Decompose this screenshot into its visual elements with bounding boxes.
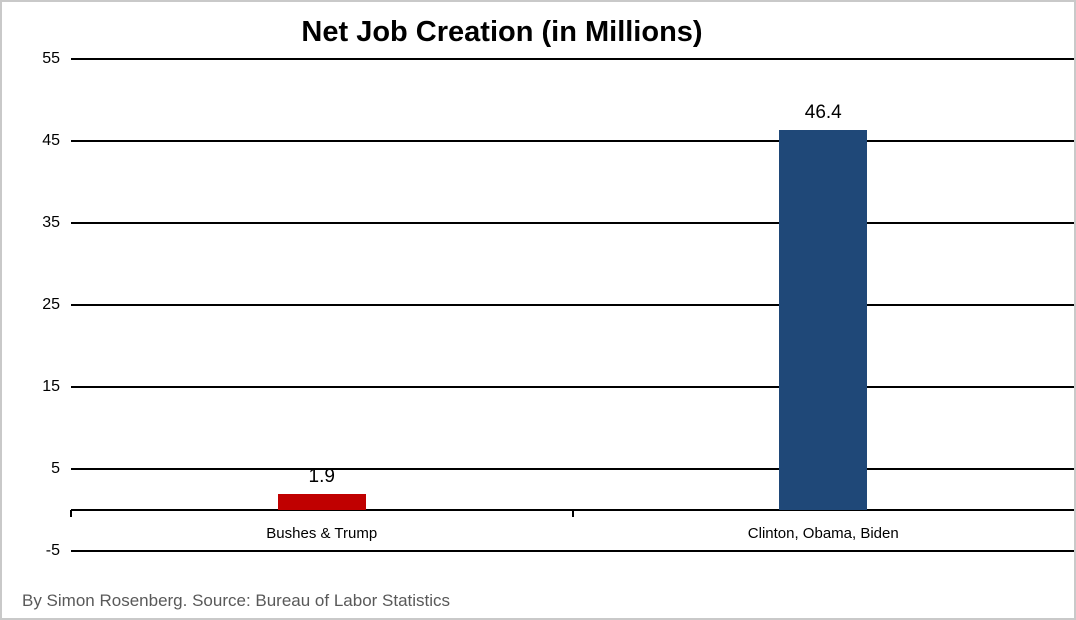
category-label: Clinton, Obama, Biden — [747, 525, 899, 542]
bar-bushes-trump — [277, 494, 366, 510]
bar-clinton-obama-biden — [779, 129, 868, 510]
y-axis-tick-label: 25 — [42, 296, 60, 313]
source-caption: By Simon Rosenberg. Source: Bureau of La… — [22, 591, 451, 610]
gridline — [71, 222, 1074, 224]
x-axis-tick — [571, 510, 574, 517]
gridline — [71, 140, 1074, 142]
gridline — [71, 386, 1074, 388]
bar-value-label: 1.9 — [308, 466, 335, 488]
gridline — [71, 550, 1074, 552]
y-axis-tick-label: 5 — [51, 460, 60, 477]
category-label: Bushes & Trump — [266, 525, 378, 542]
x-axis-tick — [70, 510, 72, 517]
y-axis-tick-label: -5 — [45, 542, 60, 559]
bar-value-label: 46.4 — [804, 101, 842, 123]
gridline — [71, 304, 1074, 306]
y-axis-tick-label: 35 — [42, 214, 60, 231]
chart-title: Net Job Creation (in Millions) — [301, 16, 703, 48]
gridline — [71, 468, 1074, 470]
y-axis-tick-label: 55 — [42, 50, 60, 67]
y-axis-tick-label: 45 — [42, 132, 60, 149]
gridline — [71, 58, 1074, 60]
y-axis-tick-label: 15 — [42, 378, 60, 395]
